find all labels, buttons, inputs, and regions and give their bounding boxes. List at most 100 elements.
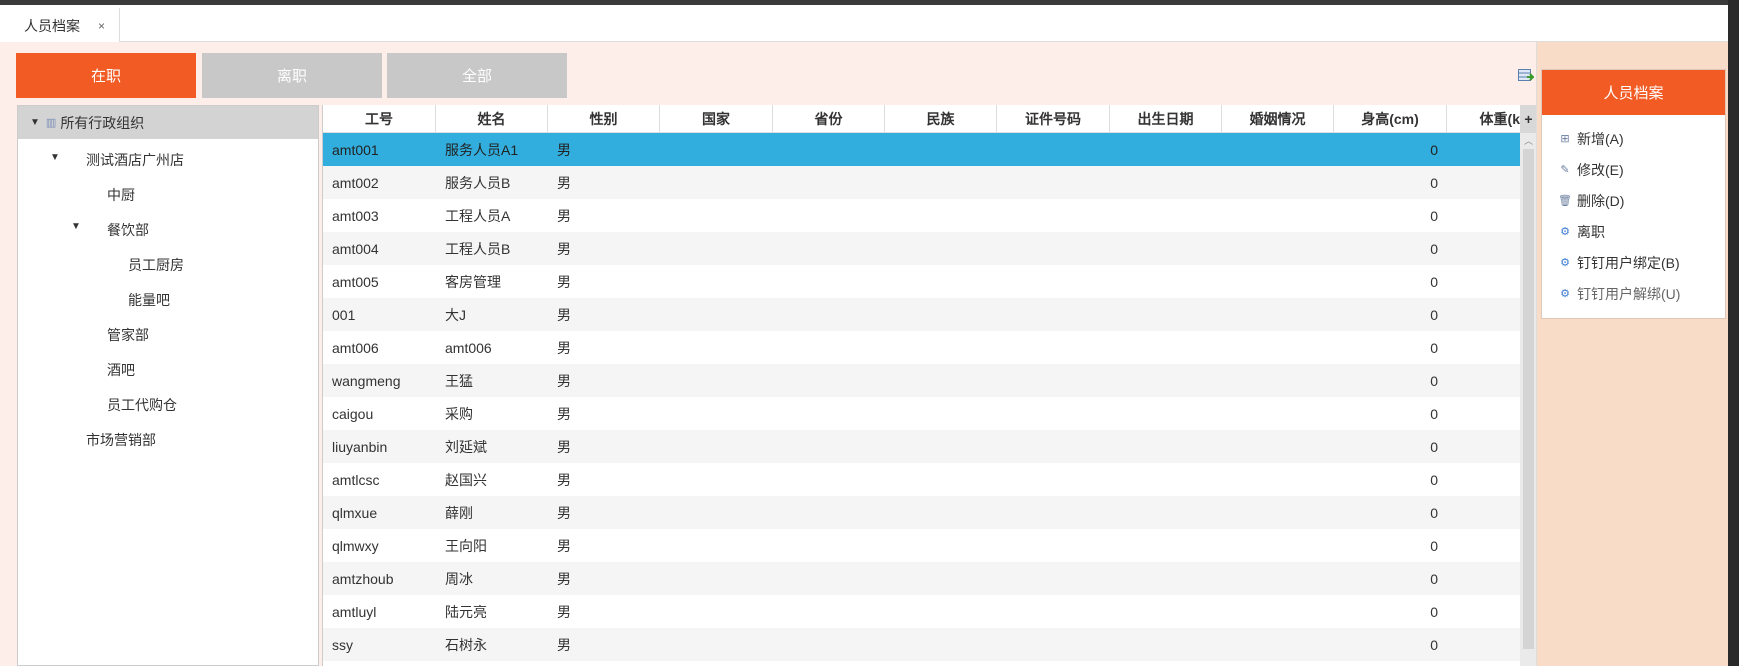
- tree-node[interactable]: 中厨: [107, 187, 135, 203]
- cell-name: 王猛: [445, 372, 473, 389]
- cell-gender: 男: [557, 339, 571, 356]
- tree-node[interactable]: 员工厨房: [128, 257, 184, 273]
- cell-height: 0: [1430, 570, 1438, 587]
- cell-height: 0: [1430, 438, 1438, 455]
- cell-height: 0: [1430, 537, 1438, 554]
- table-row[interactable]: amt001 服务人员A1 男 0: [323, 133, 1520, 166]
- action-item[interactable]: ⚙ 钉钉用户解绑(U): [1542, 278, 1725, 309]
- column-header[interactable]: 国家: [660, 105, 773, 133]
- column-header[interactable]: 出生日期: [1110, 105, 1222, 133]
- column-header[interactable]: 省份: [773, 105, 885, 133]
- column-header[interactable]: 体重(k: [1479, 111, 1520, 127]
- vertical-scrollbar[interactable]: + ︿: [1520, 105, 1536, 666]
- table-row[interactable]: amt002 服务人员B 男 0: [323, 166, 1520, 199]
- cell-id: amtlcsc: [332, 471, 380, 488]
- cell-id: amt005: [332, 273, 379, 290]
- action-label: 删除(D): [1577, 192, 1625, 209]
- tree-node[interactable]: 酒吧: [107, 362, 135, 378]
- tree-node[interactable]: 管家部: [107, 327, 149, 343]
- column-header[interactable]: 证件号码: [997, 105, 1110, 133]
- action-item[interactable]: 🗑 删除(D): [1542, 185, 1725, 216]
- cell-id: wangmeng: [332, 372, 401, 389]
- expand-triangle-icon[interactable]: ▼: [71, 221, 81, 232]
- table-row[interactable]: ssy 石树永 男 0: [323, 628, 1520, 661]
- table-row[interactable]: amtzhoub 周冰 男 0: [323, 562, 1520, 595]
- table-header: 工号 姓名 性别 国家 省份 民族 证件号码 出生日期 婚姻情况 身高(cm) 体重(k: [323, 105, 1520, 133]
- cell-gender: 男: [557, 240, 571, 257]
- table-row[interactable]: amt004 工程人员B 男 0: [323, 232, 1520, 265]
- cell-id: amtzhoub: [332, 570, 394, 587]
- scrollbar-thumb[interactable]: [1523, 149, 1534, 649]
- table-row[interactable]: 001 大J 男 0: [323, 298, 1520, 331]
- cell-gender: 男: [557, 438, 571, 455]
- column-header[interactable]: 婚姻情况: [1222, 105, 1334, 133]
- table-row[interactable]: caigou 采购 男 0: [323, 397, 1520, 430]
- expand-triangle-icon[interactable]: ▼: [50, 152, 60, 163]
- table-row[interactable]: amt005 客房管理 男 0: [323, 265, 1520, 298]
- tree-node[interactable]: 员工代购仓: [107, 397, 177, 413]
- action-item[interactable]: ⚙ 离职: [1542, 216, 1725, 247]
- cell-height: 0: [1430, 504, 1438, 521]
- panel-title: 人员档案: [1542, 70, 1725, 115]
- cell-name: 采购: [445, 405, 473, 422]
- filter-active-button[interactable]: 在职: [16, 53, 196, 98]
- cell-gender: 男: [557, 570, 571, 587]
- column-header[interactable]: 工号: [323, 105, 436, 133]
- expand-triangle-icon[interactable]: ▼: [30, 117, 40, 128]
- org-icon: ▥: [45, 117, 57, 129]
- personnel-table: 工号 姓名 性别 国家 省份 民族 证件号码 出生日期 婚姻情况 身高(cm) 体重(k amt00…: [322, 105, 1536, 666]
- cell-id: liuyanbin: [332, 438, 388, 455]
- close-icon[interactable]: ×: [98, 18, 106, 33]
- cell-gender: 男: [557, 306, 571, 323]
- action-label: 钉钉用户绑定(B): [1577, 254, 1680, 271]
- cell-id: ssy: [332, 636, 353, 653]
- action-item[interactable]: ✎ 修改(E): [1542, 154, 1725, 185]
- cell-gender: 男: [557, 372, 571, 389]
- cell-name: 石树永: [445, 636, 487, 653]
- tree-node[interactable]: 能量吧: [128, 292, 170, 308]
- cell-height: 0: [1430, 636, 1438, 653]
- tab-label: 人员档案: [24, 17, 80, 34]
- table-row[interactable]: liuyanbin 刘延斌 男 0: [323, 430, 1520, 463]
- tree-node[interactable]: 测试酒店广州店: [86, 152, 184, 168]
- filter-resigned-button[interactable]: 离职: [202, 53, 382, 98]
- column-header[interactable]: 民族: [885, 105, 997, 133]
- action-label: 新增(A): [1577, 130, 1624, 147]
- plus-square-icon: ⊞: [1560, 133, 1570, 145]
- action-label: 离职: [1577, 223, 1605, 240]
- cell-gender: 男: [557, 504, 571, 521]
- column-header[interactable]: 性别: [548, 105, 660, 133]
- table-row[interactable]: qlmxue 薛刚 男 0: [323, 496, 1520, 529]
- column-header[interactable]: 姓名: [436, 105, 548, 133]
- cell-height: 0: [1430, 339, 1438, 356]
- tree-node[interactable]: 餐饮部: [107, 222, 149, 238]
- tree-root[interactable]: ▼ ▥ 所有行政组织: [18, 106, 318, 139]
- table-row[interactable]: amtluyl 陆元亮 男 0: [323, 595, 1520, 628]
- tab-personnel-records[interactable]: 人员档案 ×: [0, 8, 120, 43]
- cell-id: amtluyl: [332, 603, 377, 620]
- cell-id: caigou: [332, 405, 374, 422]
- export-excel-icon[interactable]: [1518, 69, 1536, 83]
- tab-bar: 人员档案 ×: [0, 5, 1728, 43]
- cell-id: amt003: [332, 207, 379, 224]
- cell-name: 赵国兴: [445, 471, 487, 488]
- filter-all-button[interactable]: 全部: [387, 53, 567, 98]
- cell-height: 0: [1430, 240, 1438, 257]
- action-item[interactable]: ⊞ 新增(A): [1542, 123, 1725, 154]
- tree-node[interactable]: 市场营销部: [86, 432, 156, 448]
- cell-name: 服务人员A1: [445, 141, 519, 158]
- action-item[interactable]: ⚙ 钉钉用户绑定(B): [1542, 247, 1725, 278]
- cell-name: 周冰: [445, 570, 473, 587]
- cell-name: 客房管理: [445, 273, 501, 290]
- action-sidebar: 人员档案 ⊞ 新增(A) ✎ 修改(E) 🗑 删除(D) ⚙ 离职 ⚙ 钉钉用户绑定(B) ⚙ 钉钉用…: [1536, 42, 1728, 666]
- table-row[interactable]: qlmwxy 王向阳 男 0: [323, 529, 1520, 562]
- table-row[interactable]: amtlcsc 赵国兴 男 0: [323, 463, 1520, 496]
- scroll-up-icon[interactable]: ︿: [1523, 135, 1533, 146]
- table-row[interactable]: amt003 工程人员A 男 0: [323, 199, 1520, 232]
- cell-gender: 男: [557, 174, 571, 191]
- column-header[interactable]: 身高(cm): [1334, 105, 1447, 133]
- table-row[interactable]: wangmeng 王猛 男 0: [323, 364, 1520, 397]
- add-column-button[interactable]: +: [1520, 105, 1536, 133]
- cell-height: 0: [1430, 372, 1438, 389]
- table-row[interactable]: amt006 amt006 男 0: [323, 331, 1520, 364]
